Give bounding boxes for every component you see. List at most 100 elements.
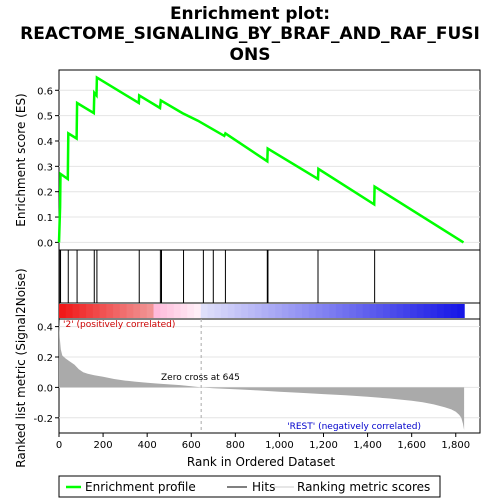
x-tick-label: 1,800 [441,440,470,451]
color-bar-segment [180,304,188,318]
es-gridlines [59,89,480,243]
negative-correlation-label: 'REST' (negatively correlated) [287,422,421,432]
legend-metric-label: Ranking metric scores [297,480,430,494]
color-bar-segment [268,304,276,318]
color-bar-segment [389,304,398,318]
metric-tick-label: -0.2 [33,414,53,425]
legend-es-label: Enrichment profile [85,480,196,494]
hit-markers [59,250,376,303]
color-bar-segment [302,304,310,318]
color-bar-segment [65,304,74,318]
color-bar-segment [146,304,155,318]
color-bar-segment [356,304,364,318]
x-tick-label: 1,200 [309,440,338,451]
color-bar-segments [59,304,465,318]
color-bar-segment [329,304,337,318]
chart-title-line3: ONS [230,45,271,65]
es-tick-label: 0.2 [37,188,53,199]
chart-title-line1: Enrichment plot: [170,4,330,24]
rank-x-axis-label: Rank in Ordered Dataset [187,455,335,469]
color-bar-segment [403,304,411,318]
x-tick-label: 1,000 [265,440,294,451]
positive-correlation-label: '2' (positively correlated) [63,320,175,330]
color-bar-segment [160,304,168,318]
color-bar-segment [342,304,350,318]
color-bar-segment [437,304,445,318]
es-y-ticks: 0.0 0.1 0.2 0.3 0.4 0.5 0.6 [37,86,59,249]
es-tick-label: 0.1 [37,213,53,224]
color-bar-segment [241,304,249,318]
color-bar-segment [234,304,242,318]
color-bar-segment [113,304,121,318]
color-bar-segment [369,304,377,318]
color-bar-segment [315,304,323,318]
rank-x-ticks: 0 200 400 600 800 1,000 1,200 1,400 1,600 1,800 [56,433,470,451]
color-bar-segment [173,304,182,318]
color-bar-segment [423,304,431,318]
color-bar-segment [383,304,391,318]
color-bar-segment [227,304,236,318]
legend: Enrichment profile Hits Ranking metric s… [58,475,441,498]
color-bar-segment [335,304,344,318]
es-tick-label: 0.5 [37,112,53,123]
color-bar-segment [200,304,209,318]
color-bar-segment [376,304,384,318]
color-bar-segment [457,304,465,318]
color-bar-segment [443,304,452,318]
color-bar-segment [450,304,458,318]
enrichment-score-panel: 0.0 0.1 0.2 0.3 0.4 0.5 0.6 Enrichment score (… [14,69,481,251]
es-y-axis-label: Enrichment score (ES) [14,93,28,226]
color-bar-segment [92,304,101,318]
color-bar-segment [72,304,80,318]
enrichment-profile-line [57,75,465,244]
x-tick-label: 800 [226,440,245,451]
color-bar-segment [261,304,269,318]
color-bar-segment [187,304,195,318]
metric-tick-label: 0.2 [37,353,53,364]
color-bar-segment [126,304,134,318]
color-bar-segment [349,304,357,318]
color-bar-segment [106,304,114,318]
es-tick-label: 0.3 [37,162,53,173]
x-tick-label: 600 [182,440,201,451]
color-bar-segment [430,304,438,318]
color-bar-segment [99,304,107,318]
metric-tick-label: 0.0 [37,383,53,394]
color-bar-segment [133,304,141,318]
color-bar-segment [194,304,202,318]
legend-hits-label: Hits [252,480,275,494]
color-bar-segment [281,304,290,318]
color-bar-segment [207,304,215,318]
metric-tick-label: 0.4 [37,323,53,334]
x-tick-label: 1,400 [353,440,382,451]
color-bar-segment [416,304,425,318]
metric-y-axis-label: Ranked list metric (Signal2Noise) [14,268,28,467]
color-bar-segment [275,304,283,318]
x-tick-label: 200 [94,440,113,451]
chart-title-line2: REACTOME_SIGNALING_BY_BRAF_AND_RAF_FUSI [20,24,480,44]
color-bar-segment [119,304,128,318]
es-tick-label: 0.4 [37,137,53,148]
color-bar-segment [59,304,67,318]
es-tick-label: 0.0 [37,238,53,249]
color-bar-segment [308,304,317,318]
color-bar-segment [140,304,148,318]
color-bar-segment [254,304,263,318]
color-bar-segment [79,304,87,318]
color-bar-segment [410,304,418,318]
color-bar-segment [214,304,222,318]
x-tick-label: 400 [138,440,157,451]
x-tick-label: 1,600 [397,440,426,451]
color-bar-segment [362,304,371,318]
color-bar-segment [86,304,94,318]
es-tick-label: 0.6 [37,86,53,97]
color-bar-segment [288,304,296,318]
color-bar-segment [153,304,161,318]
x-tick-label: 0 [56,440,62,451]
color-bar-segment [396,304,404,318]
color-bar-segment [322,304,330,318]
zero-cross-label: Zero cross at 645 [161,373,240,383]
metric-y-ticks: -0.2 0.0 0.2 0.4 [33,323,59,425]
color-bar-segment [167,304,175,318]
